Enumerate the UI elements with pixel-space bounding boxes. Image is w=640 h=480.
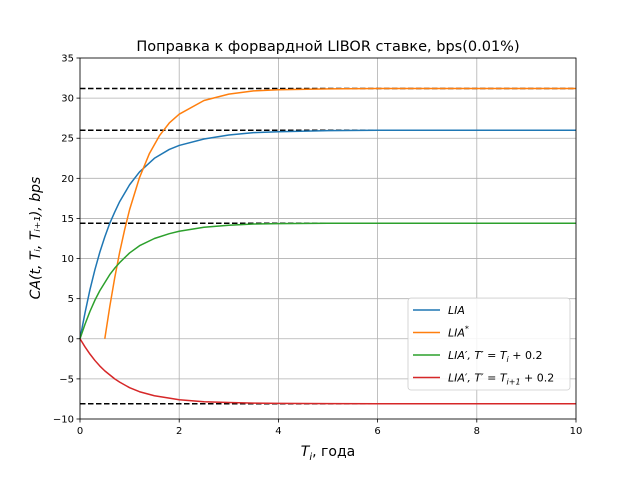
series-line-1: [79, 129, 576, 339]
y-axis-ticks: −10 −5 0 5 10 15 20 25 30 35: [53, 54, 80, 426]
x-tick-label: 8: [474, 426, 480, 437]
x-axis-label: Ti, года: [301, 444, 355, 463]
x-tick-label: 10: [570, 426, 583, 437]
legend-label-1: LIA: [448, 304, 465, 317]
x-tick-label: 0: [77, 426, 83, 437]
y-tick-label: 30: [61, 94, 74, 105]
y-tick-label: 15: [61, 214, 74, 225]
legend-label-4: LIA′, T′ = Ti+1 + 0.2: [448, 372, 554, 387]
legend-box: [407, 297, 571, 391]
x-tick-label: 6: [374, 426, 380, 437]
y-tick-label: 20: [61, 174, 74, 185]
y-axis-label: CA(t, Tᵢ, Tᵢ₊₁), bps: [28, 177, 44, 300]
x-axis-ticks: 0 2 4 6 8 10: [77, 419, 583, 437]
y-tick-label: 10: [61, 254, 74, 265]
y-tick-label: −5: [59, 374, 74, 385]
series-line-4: [79, 338, 576, 405]
x-tick-label: 4: [275, 426, 281, 437]
y-tick-label: 5: [68, 294, 74, 305]
y-tick-label: 0: [68, 334, 74, 345]
series-lines: [79, 87, 576, 405]
y-tick-label: 25: [61, 134, 74, 145]
x-tick-label: 2: [176, 426, 182, 437]
y-tick-label: 35: [61, 54, 74, 65]
legend: LIA LIA* LIA′, T′ = Ti + 0.2 LIA′, T′ = Ti+…: [407, 297, 571, 391]
plot-frame: [79, 57, 577, 420]
series-line-3: [79, 222, 576, 340]
legend-label-3: LIA′, T′ = Ti + 0.2: [448, 349, 543, 364]
series-line-2: [104, 87, 576, 339]
legend-label-2: LIA*: [448, 325, 469, 340]
chart-title: Поправка к форвардной LIBOR ставке, bps(…: [136, 39, 519, 55]
y-tick-label: −10: [53, 415, 74, 426]
